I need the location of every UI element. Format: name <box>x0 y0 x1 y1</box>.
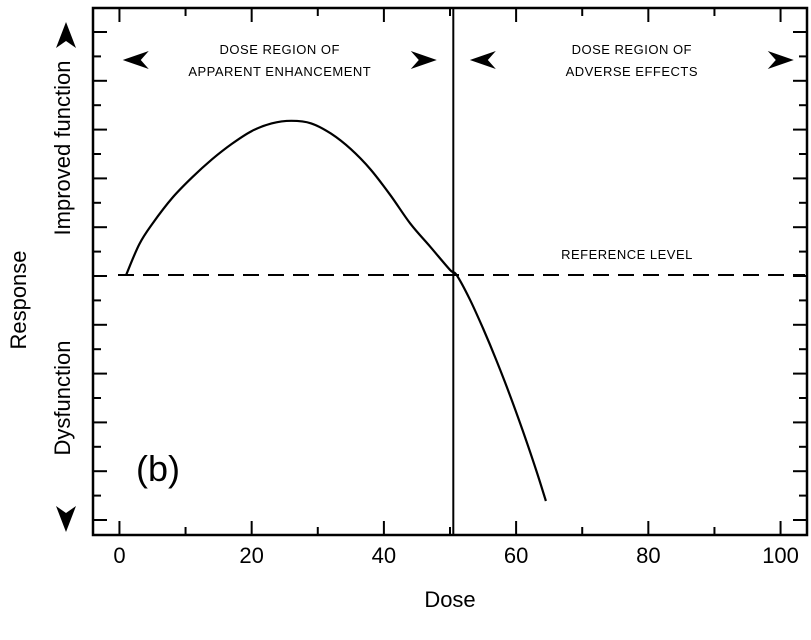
x-tick-label: 60 <box>504 543 528 568</box>
region-label-line1: DOSE REGION OF <box>220 42 340 57</box>
axis-ticks <box>93 8 807 535</box>
region-label-line2: ADVERSE EFFECTS <box>566 64 698 79</box>
left-arrowhead-icon <box>122 51 149 69</box>
right-arrowhead-icon <box>767 51 794 69</box>
improved-function-arrow-icon <box>56 22 76 48</box>
y-axis-title: Response <box>6 250 31 349</box>
region-label-line1: DOSE REGION OF <box>572 42 692 57</box>
left-arrowhead-icon <box>469 51 496 69</box>
region-annotations: DOSE REGION OF APPARENT ENHANCEMENT DOSE R… <box>122 42 794 79</box>
response-curve <box>125 119 547 502</box>
y-axis-lower-label: Dysfunction <box>50 341 75 456</box>
dysfunction-arrow-icon <box>56 506 76 532</box>
x-tick-label: 80 <box>636 543 660 568</box>
region-label-line2: APPARENT ENHANCEMENT <box>188 64 371 79</box>
x-tick-labels: 0 20 40 60 80 100 <box>113 543 799 568</box>
reference-level-label: REFERENCE LEVEL <box>561 247 693 262</box>
x-axis-title: Dose <box>424 587 475 612</box>
x-tick-label: 100 <box>762 543 799 568</box>
x-tick-label: 40 <box>372 543 396 568</box>
plot-frame <box>91 6 809 537</box>
panel-label: (b) <box>136 448 180 489</box>
x-tick-label: 20 <box>239 543 263 568</box>
x-tick-label: 0 <box>113 543 125 568</box>
y-axis-upper-label: Improved function <box>50 61 75 236</box>
right-arrowhead-icon <box>410 51 437 69</box>
